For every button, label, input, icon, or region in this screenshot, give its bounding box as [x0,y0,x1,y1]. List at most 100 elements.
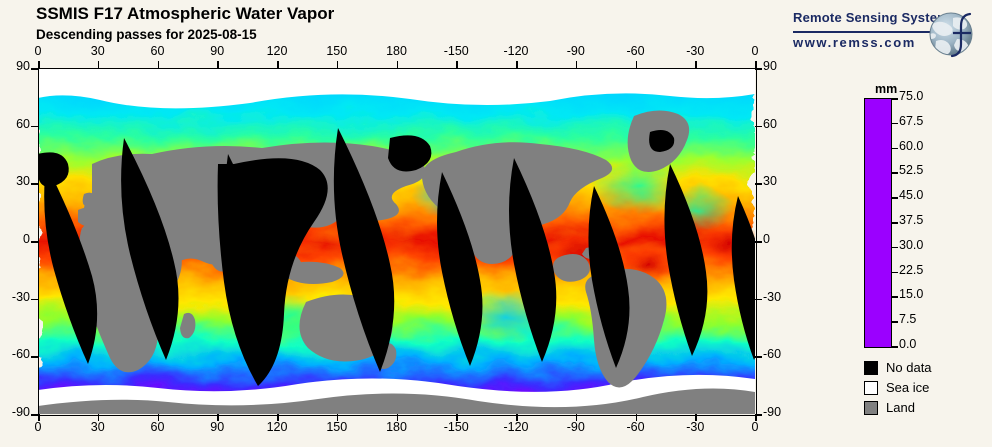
x-axis-label: 180 [386,44,407,58]
y-axis-tick [755,414,762,416]
water-vapor-map[interactable] [38,68,755,414]
y-axis-label: 90 [763,59,777,73]
y-axis-label: 30 [16,174,30,189]
x-axis-label: 0 [34,44,42,58]
x-axis-tick [575,61,578,68]
colorbar-tick-label: 7.5 [899,312,917,327]
x-axis-tick [456,61,458,68]
y-axis-label: -90 [11,405,30,419]
x-axis-tick [336,61,339,68]
colorbar [864,98,892,348]
y-axis-tick [755,68,762,70]
x-axis-tick [217,414,219,421]
colorbar-tick-label: 52.5 [899,163,924,178]
x-axis-tick [38,61,40,68]
y-axis-tick [31,183,38,185]
y-axis-tick [755,356,762,358]
y-axis-label: 30 [763,174,777,189]
colorbar-tick-label: 45.0 [899,188,924,203]
colorbar-tick [891,98,898,100]
colorbar-tick [891,271,898,274]
x-axis-tick [755,61,757,68]
colorbar-tick [891,222,898,224]
colorbar-tick-label: 22.5 [899,262,924,277]
colorbar-tick-label: 67.5 [899,113,924,128]
colorbar-tick [891,197,898,199]
x-axis-label: 30 [90,420,105,434]
x-axis-tick [277,61,279,68]
logo-divider [793,31,933,33]
x-axis-tick [396,414,398,421]
colorbar-tick [891,246,898,249]
x-axis-label: -30 [686,420,705,434]
remss-logo: Remote Sensing Systems www.remss.com [793,10,983,58]
x-axis-label: -60 [626,420,645,434]
y-axis-tick [31,68,38,70]
legend-swatch [864,401,878,415]
y-axis-label: -30 [763,289,782,304]
colorbar-tick [891,296,898,298]
legend-label: Sea ice [886,380,930,395]
x-axis-label: -60 [626,44,645,58]
x-axis-label: -120 [503,44,529,58]
x-axis-tick [695,414,697,421]
x-axis-label: 90 [210,420,225,434]
x-axis-tick [635,414,637,421]
legend-label: Land [886,400,915,415]
y-axis-label: -30 [11,289,30,304]
colorbar-tick-label: 30.0 [899,237,924,252]
colorbar-tick [891,321,898,323]
x-axis-tick [336,414,339,421]
x-axis-label: 60 [150,420,165,434]
x-axis-tick [575,414,578,421]
y-axis-label: 0 [23,232,30,246]
x-axis-label: 150 [326,44,348,58]
x-axis-label: 0 [751,420,759,434]
x-axis-tick [396,61,398,68]
x-axis-label: -120 [503,420,529,434]
x-axis-label: -30 [686,44,705,58]
colorbar-tick [891,147,898,150]
x-axis-label: 120 [266,44,288,58]
x-axis-tick [97,414,100,421]
logo-company-name: Remote Sensing Systems [793,10,957,25]
x-axis-tick [635,61,637,68]
y-axis-label: 60 [763,116,777,131]
x-axis-tick [217,61,219,68]
logo-website: www.remss.com [793,35,916,50]
legend-label: No data [886,360,932,375]
x-axis-label: -90 [566,44,585,58]
colorbar-tick-label: 0.0 [899,337,917,351]
x-axis-tick [38,414,40,421]
x-axis-label: 180 [386,420,407,434]
x-axis-label: -90 [566,420,585,434]
x-axis-label: -150 [443,44,469,58]
colorbar-unit-label: mm [875,82,898,96]
x-axis-label: 120 [266,420,288,434]
y-axis-tick [755,125,762,128]
colorbar-tick [891,122,898,125]
x-axis-tick [516,61,518,68]
x-axis-tick [97,61,100,68]
x-axis-tick [516,414,518,421]
y-axis-tick [755,183,762,185]
colorbar-tick-label: 15.0 [899,287,924,302]
legend-swatch [864,381,878,395]
x-axis-tick [695,61,697,68]
x-axis-label: 60 [150,44,165,58]
colorbar-tick [891,346,898,348]
colorbar-tick-label: 60.0 [899,138,924,153]
colorbar-tick [891,172,898,174]
y-axis-tick [31,414,38,416]
y-axis-tick [755,241,762,243]
y-axis-label: -90 [763,405,782,419]
y-axis-tick [755,298,762,301]
colorbar-tick-label: 37.5 [899,213,924,227]
y-axis-label: 60 [16,116,30,131]
y-axis-tick [31,356,38,358]
y-axis-label: 0 [763,232,770,246]
no-data-swath-gaps [38,128,755,386]
colorbar-tick-label: 75.0 [899,89,924,103]
map-canvas[interactable] [38,68,755,414]
globe-icon [929,12,973,58]
